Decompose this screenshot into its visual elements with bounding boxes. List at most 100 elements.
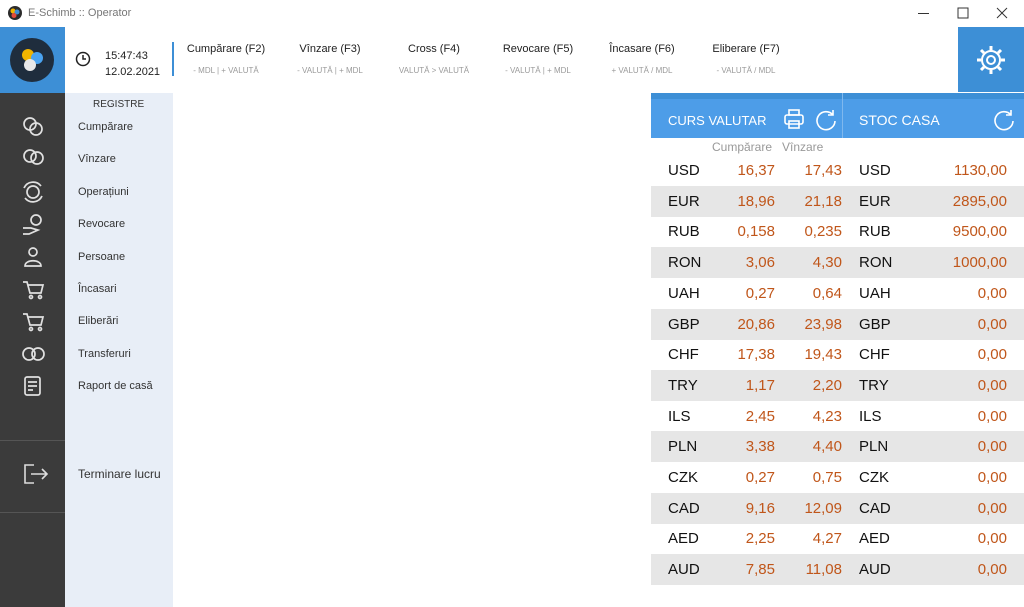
menu-item[interactable]: Cumpărare [78,121,134,133]
menu-icon[interactable] [21,245,45,269]
toolbar-button[interactable]: Eliberare (F7) [712,43,780,55]
table-row: EUR 18,96 21,18 EUR 2895,00 [651,185,1024,217]
sell-rate: 4,23 [812,407,842,425]
column-header: Vînzare [782,140,824,154]
column-header: Cumpărare [712,140,773,154]
menu-item[interactable]: Încasari [78,283,117,295]
stock-currency: CZK [859,469,889,486]
stock-currency: USD [859,162,891,179]
stock-currency: CAD [859,499,891,517]
toolbar-button[interactable]: Revocare (F5) [502,43,574,55]
currency-code: CHF [668,346,699,364]
currency-code: TRY [668,376,698,394]
currency-code: AED [668,530,699,548]
stock-currency: PLN [859,438,889,456]
menu-icon[interactable] [21,180,45,204]
settings-button[interactable] [958,27,1024,92]
stock-currency: EUR [859,192,891,210]
table-row: RUB 0,158 0,235 RUB 9500,00 [651,216,1024,247]
menu-icon[interactable] [21,115,45,139]
table-row: TRY 1,17 2,20 TRY 0,00 [651,369,1024,401]
icon-rail [0,93,65,607]
buy-rate: 16,37 [737,162,775,179]
stock-currency: ILS [859,407,882,425]
currency-code: USD [668,162,700,179]
menu-icon[interactable] [21,212,45,236]
sell-rate: 4,30 [812,254,842,272]
toolbar-hint: - VALUTĂ / MDL [716,66,776,75]
menu-item[interactable]: Revocare [78,218,126,231]
table-row: USD 16,37 17,43 USD 1130,00 [651,155,1024,186]
menu-item[interactable]: Vînzare [78,153,116,166]
currency-code: CZK [668,469,698,486]
stock-currency: TRY [859,376,889,394]
buy-rate: 20,86 [737,315,775,333]
currency-code: RUB [668,223,700,241]
refresh-stock-button[interactable] [991,107,1021,133]
buy-rate: 17,38 [737,346,775,364]
table-row: PLN 3,38 4,40 PLN 0,00 [651,431,1024,463]
menu-item[interactable]: Transferuri [78,347,131,360]
table-row: ILS 2,45 4,23 ILS 0,00 [651,401,1024,432]
header-divider [842,93,843,138]
sell-rate: 17,43 [804,162,842,179]
stock-currency: GBP [859,315,891,333]
sell-rate: 21,18 [804,192,842,210]
header-strip [651,93,1024,99]
currency-code: EUR [668,192,700,210]
currency-code: RON [668,254,702,272]
stock-amount: 0,00 [977,530,1007,548]
sell-rate: 0,75 [812,469,842,486]
stock-amount: 1130,00 [953,162,1007,179]
stock-amount: 0,00 [977,315,1007,333]
menu-icon[interactable] [21,147,45,171]
stock-amount: 0,00 [977,284,1007,302]
print-button[interactable] [784,109,804,129]
stock-currency: UAH [859,284,891,302]
clock-icon [75,51,91,67]
stock-amount: 9500,00 [952,223,1007,241]
toolbar-button[interactable]: Vînzare (F3) [299,43,361,55]
date: 12.02.2021 [105,66,161,78]
menu-item[interactable]: Raport de casă [78,380,153,393]
logout[interactable]: Terminare lucru [78,467,161,481]
stock-amount: 0,00 [977,438,1007,456]
sell-rate: 19,43 [804,346,842,364]
toolbar-hint: - VALUTĂ | + MDL [297,66,363,75]
table-row: CZK 0,27 0,75 CZK 0,00 [651,462,1024,493]
currency-code: UAH [668,284,700,302]
table-row: CHF 17,38 19,43 CHF 0,00 [651,339,1024,370]
menu-icon[interactable] [21,342,45,366]
menu-icon[interactable] [21,277,45,301]
table-row: UAH 0,27 0,64 UAH 0,00 [651,278,1024,309]
currency-code: GBP [668,315,700,333]
buy-rate: 1,17 [745,376,775,394]
separator [172,42,174,76]
menu-icon[interactable] [21,309,45,333]
toolbar-button[interactable]: Încasare (F6) [609,43,675,55]
divider [0,512,65,513]
toolbar-hint: - VALUTĂ | + MDL [505,66,571,75]
refresh-button[interactable] [816,110,836,131]
maximize[interactable] [957,7,969,19]
menu-item[interactable]: Eliberări [78,315,119,328]
sell-rate: 4,27 [812,530,842,548]
currency-code: PLN [668,438,698,456]
close[interactable] [996,7,1008,19]
menu-heading: REGISTRE [93,99,145,110]
rates-title: CURS VALUTAR [668,113,767,128]
window-controls[interactable] [905,0,1024,27]
menu-icon[interactable] [21,374,45,398]
currency-code: ILS [668,407,691,425]
logout-icon[interactable] [22,462,50,486]
stock-amount: 0,00 [977,346,1007,364]
buy-rate: 0,27 [745,284,775,302]
toolbar-button[interactable]: Cross (F4) [408,43,460,55]
menu-item[interactable]: Operațiuni [78,185,129,198]
toolbar-button[interactable]: Cumpărare (F2) [186,43,266,55]
menu-item[interactable]: Persoane [78,250,126,263]
panel-header: CURS VALUTAR STOC CASA [651,93,1024,138]
buy-rate: 3,38 [745,438,775,456]
logo-icon [10,38,54,82]
stock-amount: 0,00 [977,407,1007,425]
